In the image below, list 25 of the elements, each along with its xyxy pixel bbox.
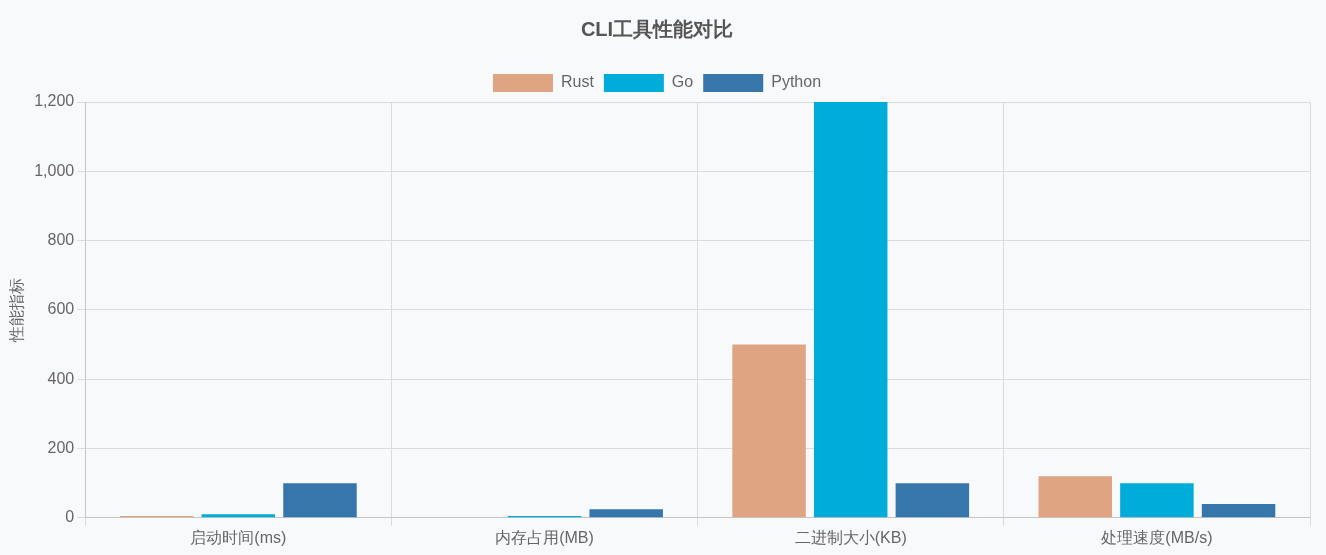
bar xyxy=(732,344,806,518)
x-tick-label: 处理速度(MB/s) xyxy=(1101,528,1213,546)
bar xyxy=(1120,483,1194,518)
legend-label: Rust xyxy=(560,73,595,91)
bar xyxy=(589,509,663,518)
bar xyxy=(283,483,357,518)
bar xyxy=(813,102,888,518)
y-tick-label: 400 xyxy=(47,369,75,387)
legend-label: Python xyxy=(771,73,822,91)
x-tick-label: 内存占用(MB) xyxy=(495,528,594,546)
legend-label: Go xyxy=(671,73,694,91)
x-tick-label: 启动时间(ms) xyxy=(190,528,287,546)
y-tick-label: 1,200 xyxy=(34,92,75,110)
bar xyxy=(895,483,970,518)
bar xyxy=(1038,476,1112,518)
y-tick-label: 600 xyxy=(47,300,75,318)
chart-title: CLI工具性能对比 xyxy=(580,17,734,40)
y-tick-label: 1,000 xyxy=(34,161,75,179)
x-tick-label: 二进制大小(KB) xyxy=(794,528,907,546)
bar xyxy=(201,514,276,518)
y-tick-label: 200 xyxy=(47,438,75,456)
y-tick-label: 0 xyxy=(65,508,75,526)
y-axis-title: 性能指标 xyxy=(8,277,26,343)
bar xyxy=(1201,503,1276,518)
y-tick-label: 800 xyxy=(47,231,75,249)
